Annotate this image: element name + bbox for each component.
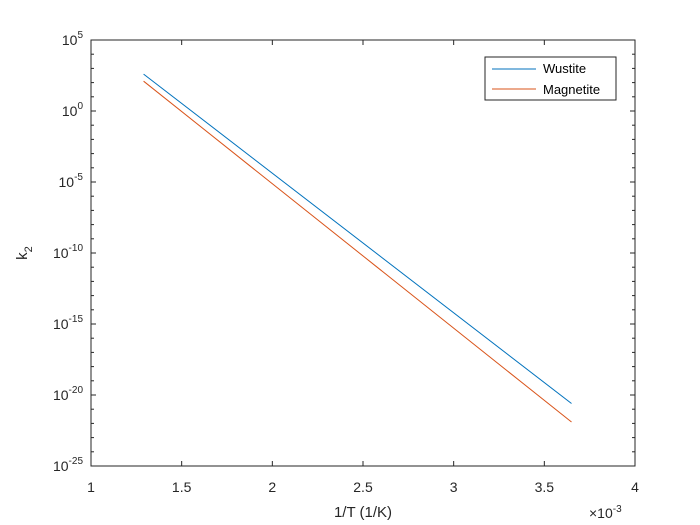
y-tick-label-exponent: -10 xyxy=(69,243,84,254)
y-tick-label: 10-15 xyxy=(53,314,83,332)
y-tick-label-base: 10 xyxy=(53,458,69,474)
x-tick-label: 3 xyxy=(450,479,458,495)
x-tick-label: 2.5 xyxy=(353,479,373,495)
y-tick-label-base: 10 xyxy=(53,316,69,332)
legend-label-magnetite: Magnetite xyxy=(543,82,600,97)
x-axis-exponent-power: -3 xyxy=(613,504,622,515)
x-tick-label: 4 xyxy=(631,479,639,495)
series-layer xyxy=(143,73,572,423)
y-tick-label-exponent: -15 xyxy=(69,314,84,325)
x-tick-label: 3.5 xyxy=(535,479,555,495)
y-tick-label-base: 10 xyxy=(53,387,69,403)
y-tick-label: 105 xyxy=(62,30,84,48)
y-tick-label: 100 xyxy=(62,101,84,119)
x-axis-label: 1/T (1/K) xyxy=(334,504,392,521)
y-tick-label-base: 10 xyxy=(62,103,78,119)
y-tick-label-base: 10 xyxy=(53,245,69,261)
legend-box xyxy=(484,56,617,101)
x-tick-label: 1.5 xyxy=(172,479,192,495)
y-tick-label-exponent: -5 xyxy=(74,172,83,183)
y-tick-label: 10-25 xyxy=(53,456,83,474)
y-axis-label-subscript: 2 xyxy=(23,246,35,252)
y-tick-label-exponent: 5 xyxy=(77,30,83,41)
series-line-wustite xyxy=(143,73,572,404)
x-axis-exponent: ×10-3 xyxy=(589,504,622,521)
legend-label-wustite: Wustite xyxy=(543,61,586,76)
y-tick-label: 10-20 xyxy=(53,385,83,403)
y-tick-label-base: 10 xyxy=(59,174,75,190)
x-tick-label: 2 xyxy=(268,479,276,495)
y-tick-label-exponent: -20 xyxy=(69,385,84,396)
series-line-magnetite xyxy=(143,80,572,423)
x-tick-label: 1 xyxy=(87,479,95,495)
y-tick-label-base: 10 xyxy=(62,32,78,48)
x-axis-exponent-base: ×10 xyxy=(589,505,613,521)
y-tick-label-exponent: -25 xyxy=(69,456,84,467)
x-axis-ticks: 1 1.5 2 2.5 3 3.5 4 xyxy=(87,40,639,495)
y-tick-label: 10-5 xyxy=(59,172,84,190)
y-tick-label-exponent: 0 xyxy=(77,101,83,112)
y-axis-label: k2 xyxy=(14,246,35,260)
y-axis-label-base: k xyxy=(14,252,31,260)
y-tick-label: 10-10 xyxy=(53,243,83,261)
legend: Wustite Magnetite xyxy=(484,56,617,101)
